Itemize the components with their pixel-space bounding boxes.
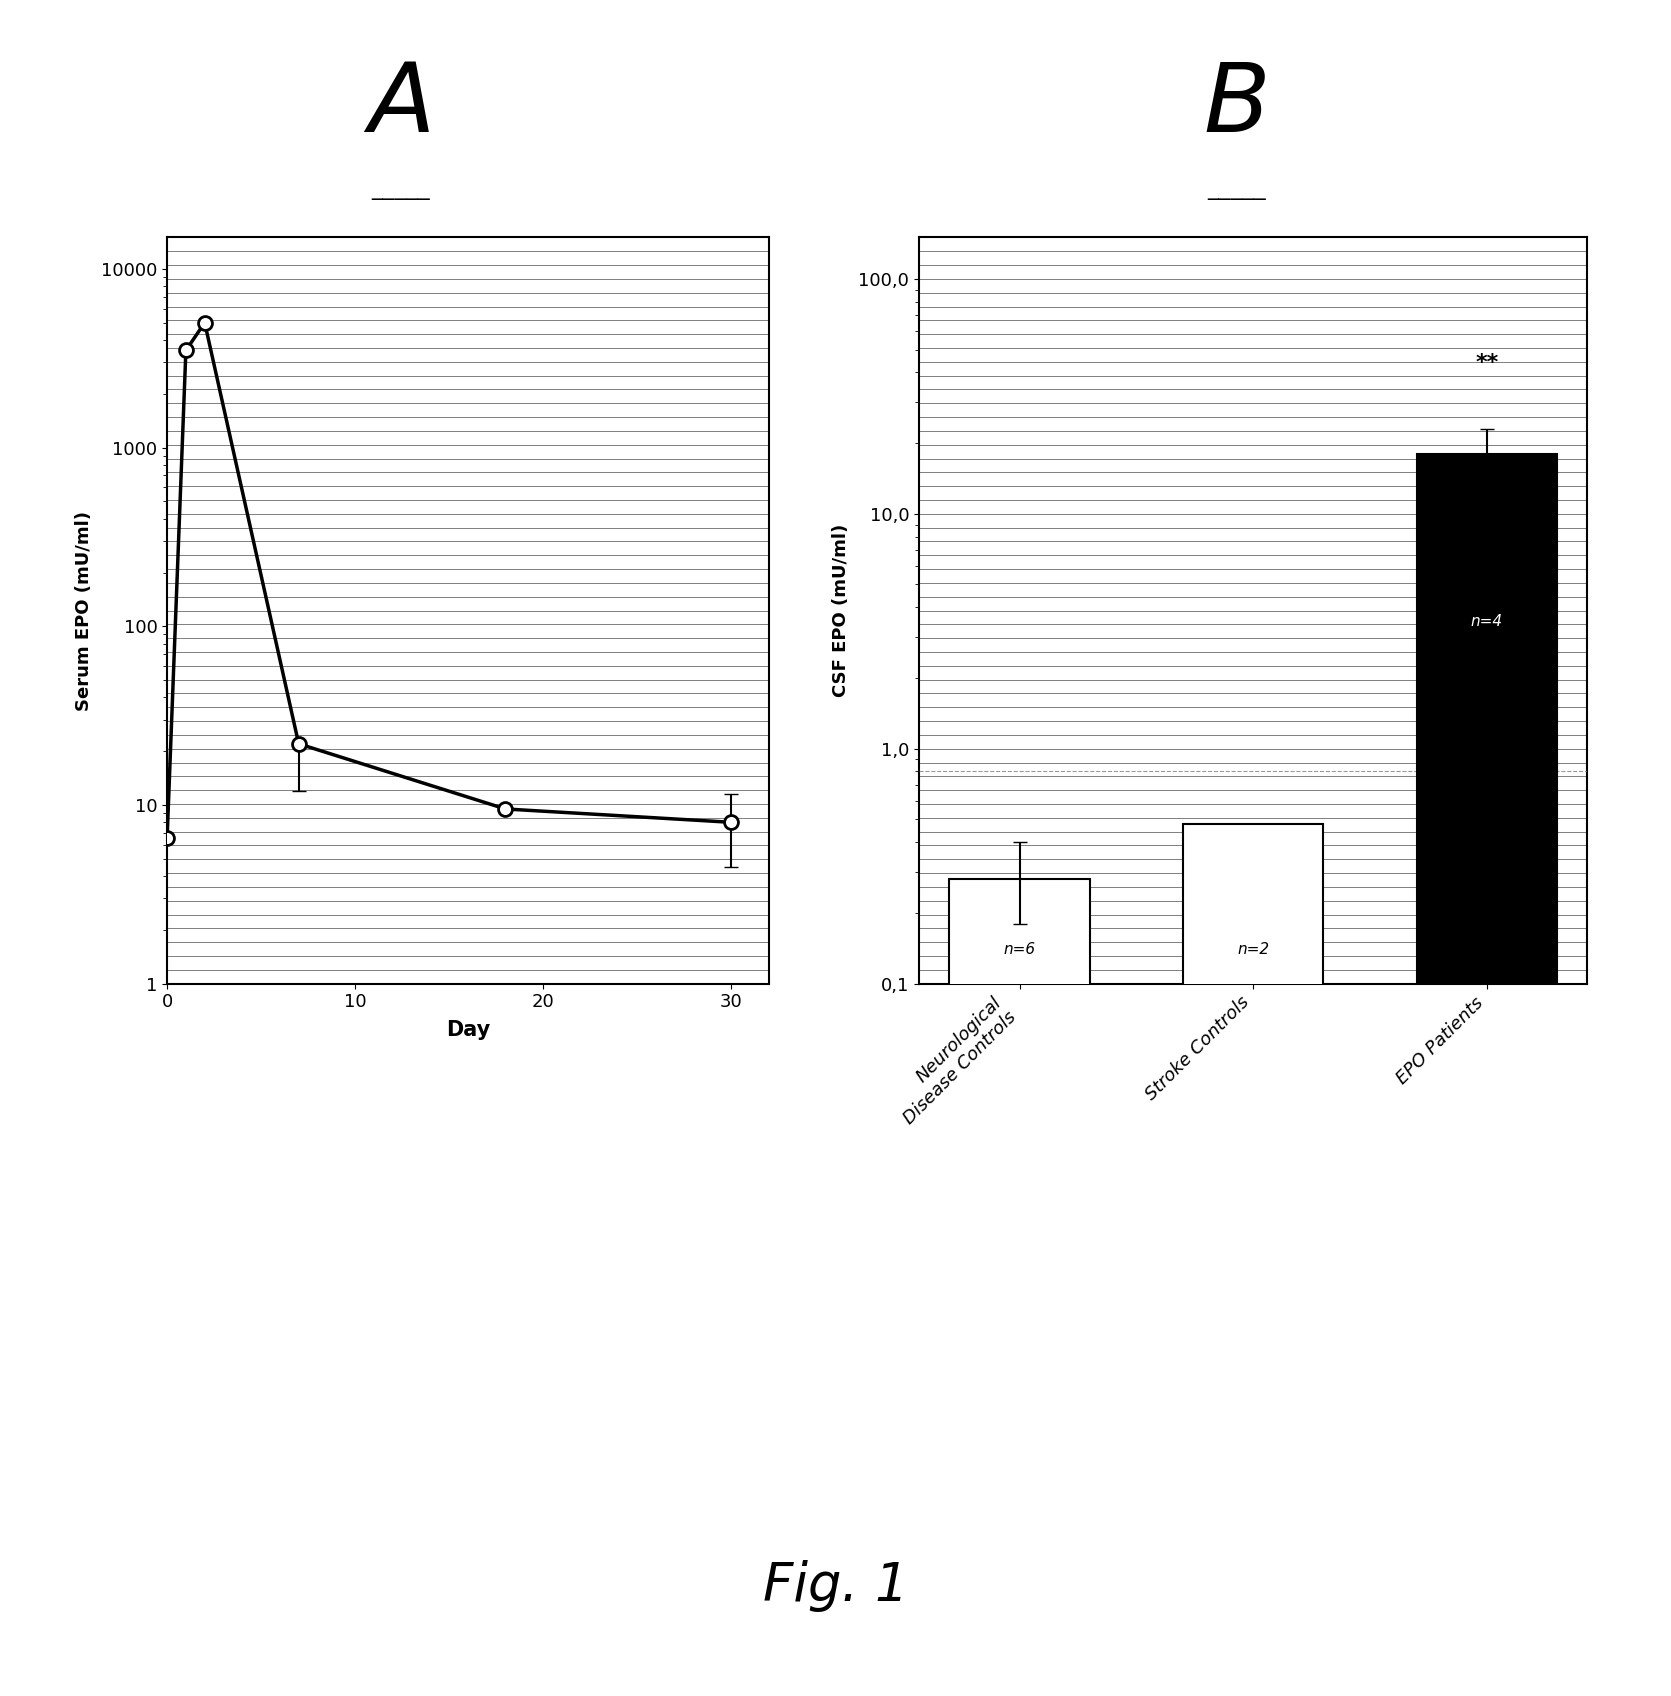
Text: A: A (368, 59, 434, 151)
Text: **: ** (1475, 353, 1499, 373)
Text: Fig. 1: Fig. 1 (762, 1560, 909, 1611)
Bar (1417, 455, 1557, 1696)
Text: ─────: ───── (371, 192, 431, 210)
Bar (1183, 824, 1323, 1696)
Text: n=2: n=2 (1237, 941, 1270, 957)
Bar (949, 879, 1089, 1696)
Text: n=4: n=4 (1470, 614, 1502, 629)
Text: n=6: n=6 (1004, 941, 1036, 957)
Y-axis label: Serum EPO (mU/ml): Serum EPO (mU/ml) (75, 510, 92, 711)
Y-axis label: CSF EPO (mU/ml): CSF EPO (mU/ml) (832, 524, 851, 697)
X-axis label: Day: Day (446, 1019, 490, 1040)
Text: ─────: ───── (1206, 192, 1267, 210)
Text: B: B (1203, 59, 1270, 151)
